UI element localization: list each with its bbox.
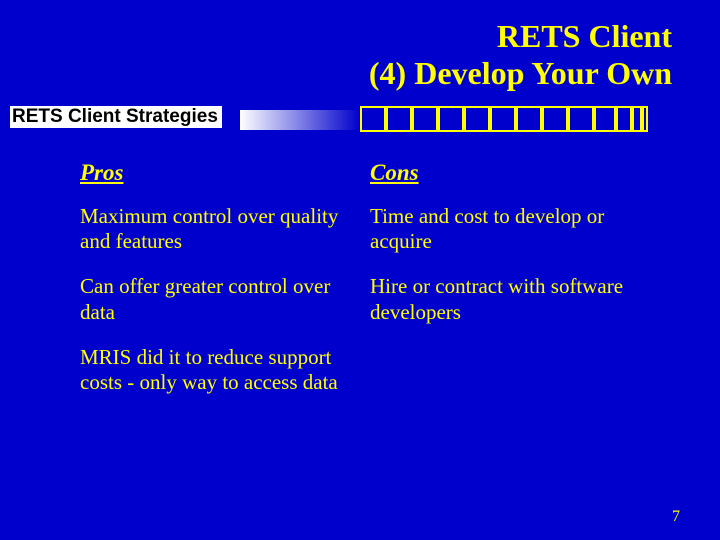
slide-title: RETS Client (4) Develop Your Own [0,18,720,92]
subtitle-text: RETS Client Strategies [10,106,222,128]
cons-column: Cons Time and cost to develop or acquire… [370,160,660,415]
subtitle-boxes-icon [360,106,648,132]
list-item: Time and cost to develop or acquire [370,204,640,254]
title-line-1: RETS Client [0,18,672,55]
pros-header: Pros [80,160,350,186]
list-item: Hire or contract with software developer… [370,274,640,324]
cons-header: Cons [370,160,640,186]
list-item: Maximum control over quality and feature… [80,204,350,254]
pros-column: Pros Maximum control over quality and fe… [80,160,370,415]
subtitle-bar: RETS Client Strategies [10,104,710,134]
page-number: 7 [672,508,680,526]
title-line-2: (4) Develop Your Own [0,55,672,92]
content-area: Pros Maximum control over quality and fe… [80,160,660,415]
list-item: MRIS did it to reduce support costs - on… [80,345,350,395]
slide: RETS Client (4) Develop Your Own RETS Cl… [0,0,720,540]
list-item: Can offer greater control over data [80,274,350,324]
subtitle-gradient-icon [240,110,360,130]
